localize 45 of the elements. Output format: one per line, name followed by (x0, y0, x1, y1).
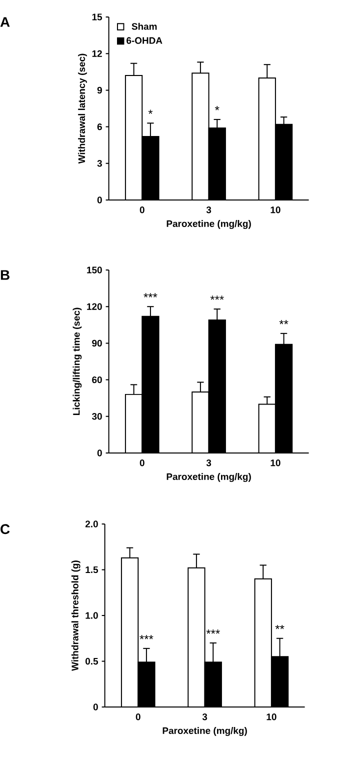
x-axis-title: Paroxetine (mg/kg) (162, 727, 247, 736)
y-tick-label: 6 (97, 123, 102, 130)
x-tick-label: 10 (270, 460, 280, 466)
annotation: * (214, 106, 220, 110)
y-axis-title: Licking/lifting time (sec) (72, 308, 82, 416)
y-tick-label: 0.5 (85, 658, 98, 665)
chart-title: A (0, 17, 10, 27)
y-tick-label: 0 (97, 450, 102, 456)
y-tick-label: 1.0 (86, 612, 98, 619)
annotation: *** (144, 293, 158, 298)
chart-title: C (0, 524, 10, 534)
x-axis-title: Paroxetine (mg/kg) (166, 473, 251, 482)
y-tick-label: 120 (87, 303, 102, 310)
annotation: *** (206, 630, 220, 634)
y-tick-label: 0 (93, 704, 98, 710)
annotation: *** (210, 296, 224, 300)
x-tick-label: 10 (270, 206, 280, 214)
y-tick-label: 2.0 (85, 520, 98, 528)
y-axis-title: Withdrawal latency (sec) (78, 54, 87, 164)
y-tick-label: 60 (92, 376, 102, 384)
annotation: ** (275, 624, 284, 630)
y-tick-label: 90 (92, 340, 102, 347)
x-axis-title: Paroxetine (mg/kg) (166, 220, 251, 229)
annotation: * (148, 110, 153, 114)
x-tick-label: 3 (202, 714, 208, 720)
x-tick-label: 3 (206, 206, 212, 214)
legend-label: 6-OHDA (126, 37, 162, 44)
annotation: *** (140, 635, 154, 640)
x-tick-label: 0 (136, 714, 140, 720)
y-axis-title: Withdrawal threshold (g) (71, 560, 80, 671)
y-tick-label: 30 (92, 413, 102, 420)
x-tick-label: 0 (140, 460, 144, 466)
y-tick-label: 150 (87, 266, 102, 274)
y-tick-label: 3 (97, 160, 102, 167)
x-tick-label: 3 (206, 460, 212, 466)
legend-label: Sham (132, 22, 157, 30)
y-tick-label: 0 (97, 196, 102, 204)
chart-title: B (0, 270, 10, 280)
y-tick-label: 1.5 (86, 566, 98, 574)
y-tick-label: 12 (92, 50, 102, 57)
annotation: ** (279, 320, 288, 324)
y-tick-label: 9 (97, 86, 102, 94)
x-tick-label: 10 (266, 714, 276, 720)
y-tick-label: 15 (92, 14, 102, 20)
x-tick-label: 0 (140, 206, 144, 214)
